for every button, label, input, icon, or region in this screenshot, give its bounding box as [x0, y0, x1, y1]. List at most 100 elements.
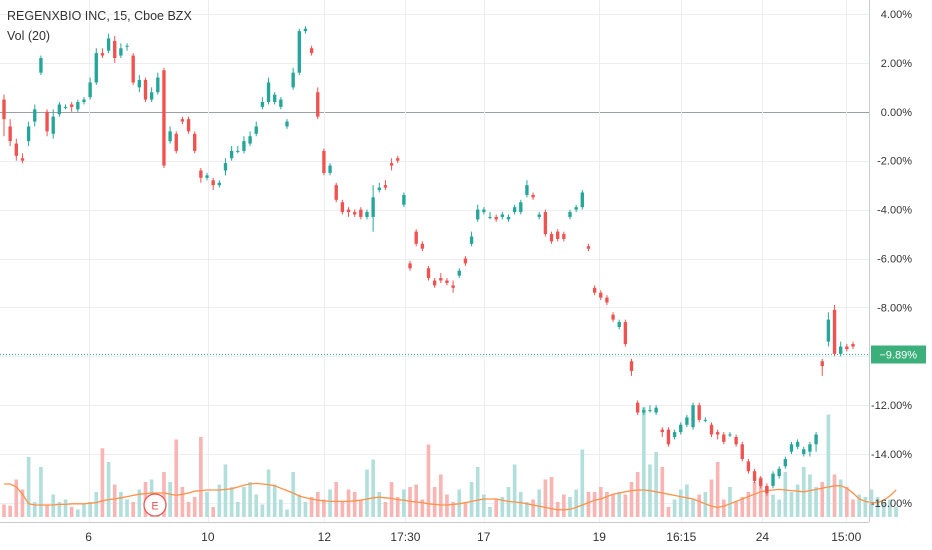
volume-bar — [162, 472, 166, 517]
candle-body — [432, 280, 437, 286]
candle-body — [574, 207, 578, 210]
volume-bar — [260, 504, 265, 517]
candle-body — [599, 292, 603, 298]
volume-bar — [303, 502, 308, 517]
volume-bar — [205, 492, 209, 517]
volume-bar — [352, 492, 357, 517]
candle-body — [266, 82, 271, 103]
volume-bar — [402, 489, 406, 517]
volume-bar — [685, 484, 689, 517]
volume-bar — [635, 472, 640, 517]
volume-bar — [740, 497, 745, 517]
candle-body — [512, 207, 517, 213]
earnings-marker: E — [143, 493, 167, 517]
volume-bar — [279, 499, 283, 517]
candle-body — [826, 319, 831, 342]
candle-body — [672, 432, 677, 437]
candle-body — [82, 99, 86, 103]
candle-body — [254, 126, 258, 134]
candle-body — [629, 361, 634, 371]
candle-body — [193, 133, 197, 151]
volume-bar — [445, 494, 449, 517]
volume-bar — [641, 407, 646, 517]
volume-bar — [666, 507, 671, 517]
candle-body — [759, 478, 763, 486]
volume-bar — [715, 462, 720, 517]
candle-body — [316, 92, 320, 117]
volume-bar — [346, 489, 351, 517]
volume-bar — [543, 479, 548, 517]
candle-body — [377, 187, 381, 191]
candle-body — [795, 441, 800, 447]
volume-bar — [174, 439, 179, 517]
candle-body — [69, 104, 74, 107]
candle-body — [685, 417, 689, 425]
candle-body — [322, 150, 326, 173]
y-tick-label: 0.00% — [881, 107, 912, 119]
volume-bar — [254, 494, 259, 517]
candle-body — [660, 429, 664, 433]
candle-body — [611, 314, 615, 320]
last-price-badge-label: −9.89% — [879, 350, 917, 362]
x-tick-label: 24 — [756, 530, 770, 544]
volume-bar — [340, 502, 345, 517]
volume-bar — [574, 489, 578, 517]
earnings-marker-circle — [143, 493, 167, 517]
y-tick-label: -2.00% — [877, 156, 912, 168]
candle-body — [125, 45, 129, 47]
candle-body — [100, 53, 105, 56]
candle-body — [94, 53, 98, 83]
candle-body — [679, 424, 683, 433]
candle-body — [586, 246, 591, 249]
candle-body — [211, 180, 215, 186]
last-price-badge: −9.89% — [871, 345, 926, 364]
volume-bar — [482, 494, 486, 517]
x-tick-label: 12 — [318, 530, 332, 544]
candle-body — [168, 131, 172, 142]
candle-body — [562, 234, 566, 239]
volume-bar — [235, 502, 240, 517]
candle-body — [205, 175, 209, 178]
volume-bar — [45, 504, 49, 517]
x-tick-label: 6 — [85, 530, 92, 544]
candle-body — [352, 212, 357, 215]
volume-bar — [242, 487, 246, 517]
volume-bar — [752, 482, 757, 517]
candle-body — [654, 407, 658, 413]
candle-body — [396, 158, 400, 161]
volume-bar — [875, 497, 880, 517]
volume-bar — [168, 482, 172, 517]
candle-body — [506, 216, 511, 220]
volume-bar — [611, 494, 615, 517]
candle-body — [365, 212, 369, 217]
candle-body — [309, 48, 314, 54]
candle-body — [143, 80, 148, 100]
volume-bar — [808, 474, 812, 517]
volume-bar — [82, 504, 86, 517]
volume-bar — [580, 449, 585, 517]
candle-body — [697, 405, 701, 420]
volume-bar — [728, 487, 732, 517]
candle-body — [106, 38, 111, 51]
candle-body — [359, 209, 363, 217]
volume-bar — [32, 502, 37, 517]
candle-body — [199, 170, 203, 178]
candle-body — [285, 121, 289, 127]
volume-bar — [291, 472, 295, 517]
volume-bar — [795, 484, 800, 517]
volume-bar — [112, 484, 117, 517]
candle-body — [802, 449, 806, 455]
candle-body — [8, 126, 12, 142]
volume-bar — [328, 489, 332, 517]
candle-body — [525, 185, 529, 195]
volume-bar — [39, 467, 43, 517]
volume-bar — [758, 477, 763, 517]
candle-body — [2, 99, 6, 120]
volume-bar — [223, 464, 228, 517]
volume-bar — [463, 502, 468, 517]
x-tick-label: 15:00 — [831, 530, 861, 544]
candle-body — [783, 458, 788, 467]
candle-body — [814, 434, 818, 445]
volume-bar — [2, 504, 6, 517]
